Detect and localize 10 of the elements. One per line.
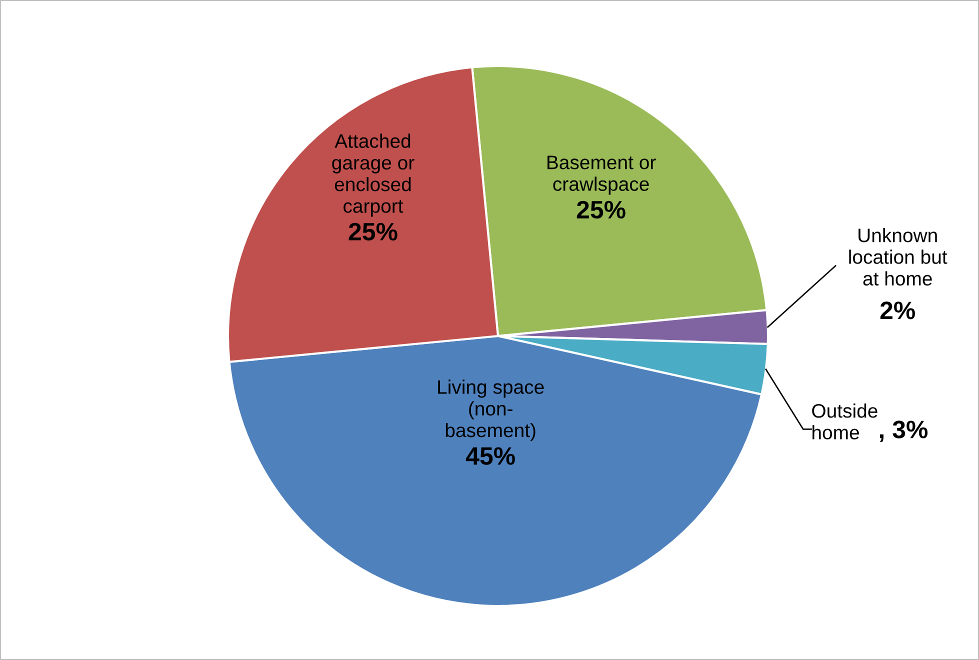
slice-label: Basement or crawlspace xyxy=(548,156,656,195)
data-label: 45% xyxy=(466,447,515,465)
data-label: , 3% xyxy=(880,420,928,442)
slice-label: Outside home xyxy=(812,404,878,440)
slice-label: Living space (non- basement) xyxy=(438,380,544,442)
data-label: 2% xyxy=(880,302,916,320)
data-label: 25% xyxy=(348,222,398,241)
slice-label: Unknown location but at home xyxy=(849,228,948,286)
data-label: 25% xyxy=(576,200,626,219)
slice-label: Attached garage or enclosed carport xyxy=(332,134,414,217)
